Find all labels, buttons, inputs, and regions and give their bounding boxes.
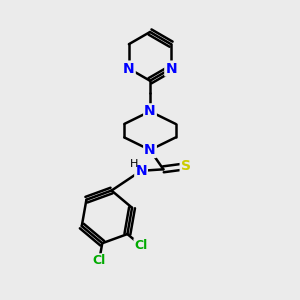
Text: S: S: [181, 159, 191, 173]
Text: N: N: [144, 143, 156, 157]
Text: N: N: [144, 104, 156, 118]
Text: N: N: [135, 164, 147, 178]
Text: H: H: [136, 166, 146, 176]
Text: Cl: Cl: [92, 254, 106, 267]
Text: Cl: Cl: [134, 239, 148, 252]
Text: N: N: [165, 61, 177, 76]
Text: H: H: [130, 159, 138, 169]
Text: N: N: [123, 61, 135, 76]
